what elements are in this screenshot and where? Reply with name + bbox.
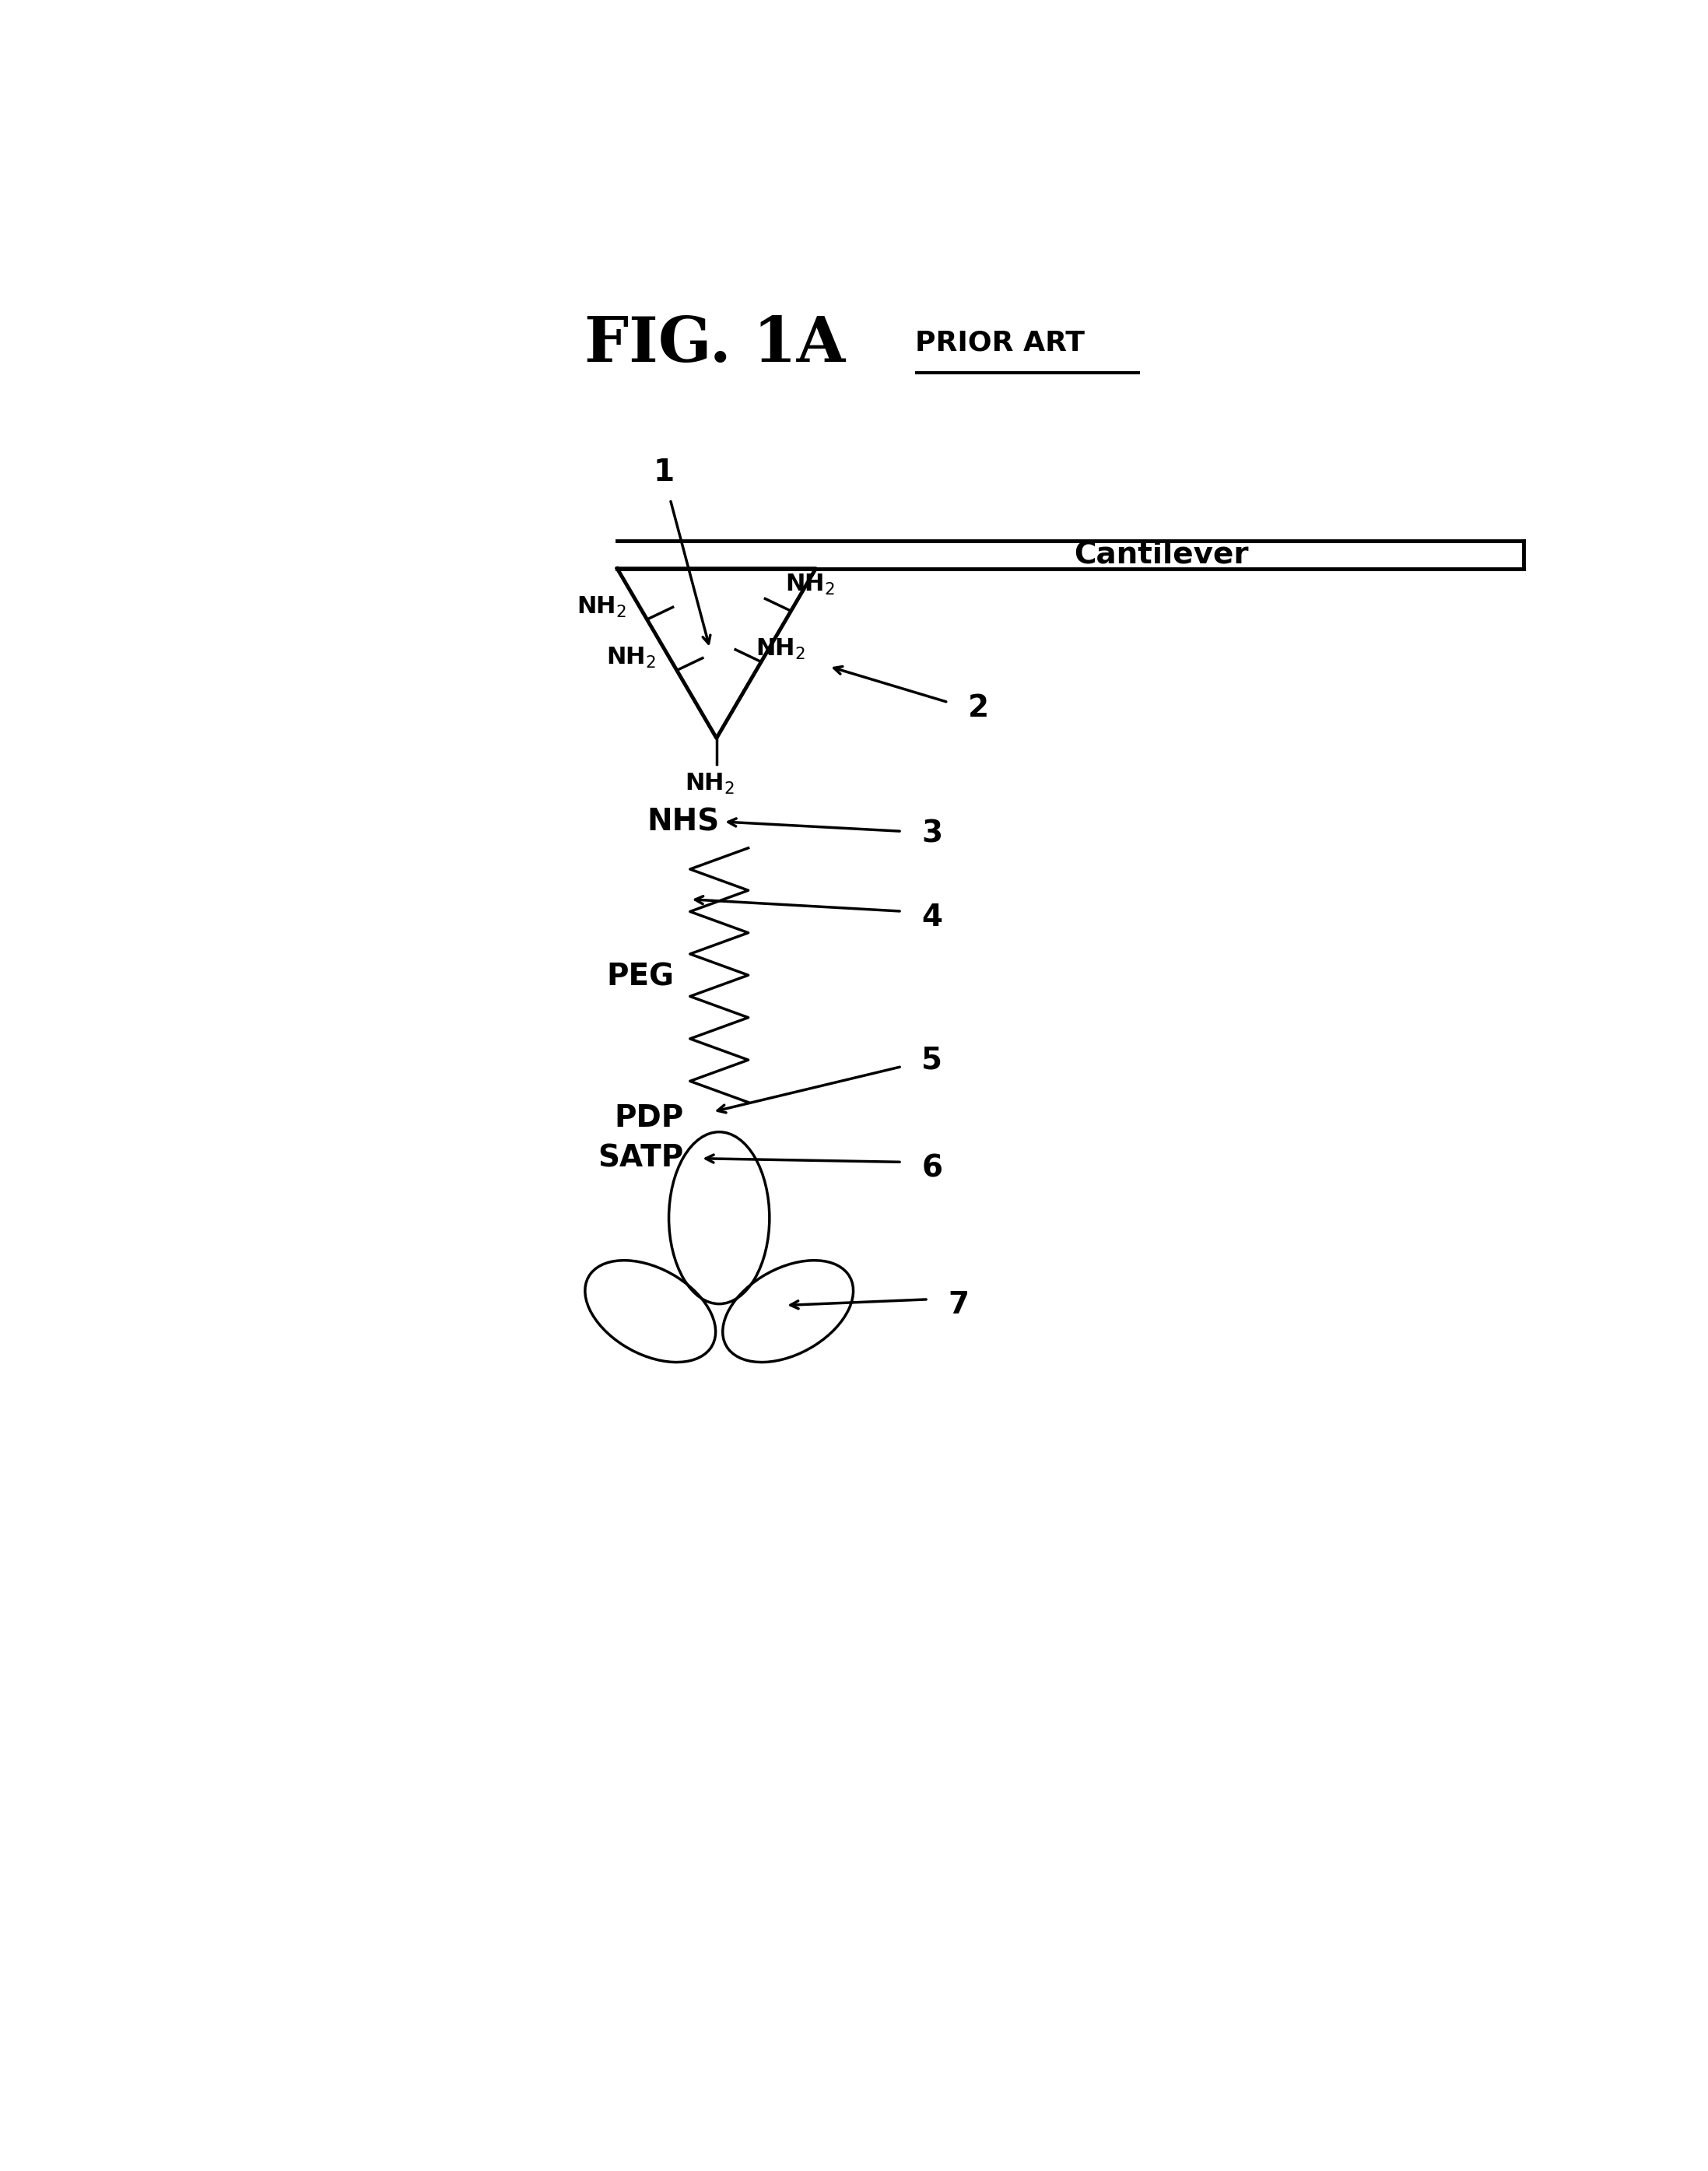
Text: 1: 1 [652, 458, 675, 488]
Text: 3: 3 [922, 818, 943, 849]
Text: 4: 4 [922, 903, 943, 931]
Text: SATP: SATP [598, 1144, 683, 1172]
Text: 5: 5 [922, 1046, 943, 1075]
Text: NH$_2$: NH$_2$ [685, 771, 734, 797]
Text: 7: 7 [948, 1290, 968, 1320]
Text: PRIOR ART: PRIOR ART [915, 330, 1085, 356]
Text: NHS: NHS [647, 808, 719, 836]
Text: NH$_2$: NH$_2$ [755, 638, 804, 662]
Text: 6: 6 [922, 1153, 943, 1183]
Text: PEG: PEG [606, 962, 675, 992]
Text: NH$_2$: NH$_2$ [606, 647, 656, 671]
Text: PDP: PDP [613, 1103, 683, 1133]
Text: FIG. 1A: FIG. 1A [584, 315, 845, 376]
Text: NH$_2$: NH$_2$ [577, 595, 627, 619]
Text: Cantilever: Cantilever [1074, 538, 1249, 569]
Text: NH$_2$: NH$_2$ [786, 573, 835, 597]
Text: 2: 2 [968, 693, 989, 723]
